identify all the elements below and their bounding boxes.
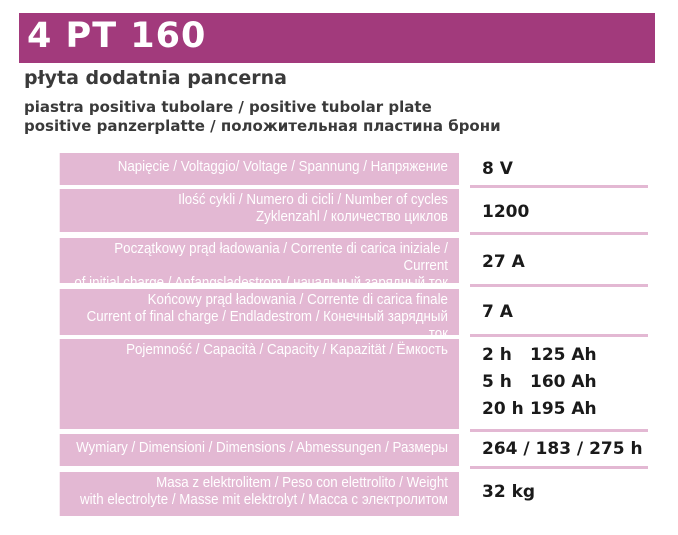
capacity-hours: 20 h [482, 399, 524, 419]
spec-label-line: Current of final charge / Endladestrom /… [86, 309, 448, 342]
spec-divider [470, 284, 648, 287]
spec-label-line: with electrolyte / Masse mit elektrolyt … [79, 492, 448, 508]
spec-label-line: Napięcie / Voltaggio/ Voltage / Spannung… [117, 159, 448, 175]
spec-value-cycles: 1200 [482, 202, 530, 222]
capacity-list: 2 h 125 Ah 5 h 160 Ah 20 h 195 Ah [482, 345, 597, 426]
subtitle-polish: płyta dodatnia pancerna [24, 67, 288, 89]
capacity-line: 2 h 125 Ah [482, 345, 597, 372]
capacity-ah: 195 Ah [530, 399, 597, 419]
capacity-hours: 5 h [482, 372, 512, 392]
spec-label-line: Ilość cykli / Numero di cicli / Number o… [178, 192, 448, 208]
product-title: 4 PT 160 [27, 16, 207, 56]
spec-label-capacity: Pojemność / Capacità / Capacity / Kapazi… [59, 339, 459, 429]
spec-label-line: Początkowy prąd ładowania / Corrente di … [114, 241, 448, 274]
subtitle-german-russian: positive panzerplatte / положительная пл… [24, 117, 501, 135]
spec-label-initial-charge: Początkowy prąd ładowania / Corrente di … [59, 238, 459, 291]
spec-label-cycles: Ilość cykli / Numero di cicli / Number o… [59, 189, 459, 232]
subtitle-italian-english: piastra positiva tubolare / positive tub… [24, 98, 432, 116]
spec-label-line: Zyklenzahl / количество циклов [255, 209, 448, 225]
spec-divider [470, 232, 648, 235]
spec-divider [470, 185, 648, 188]
capacity-ah: 160 Ah [530, 372, 597, 392]
spec-label-line: Wymiary / Dimensioni / Dimensions / Abme… [76, 440, 448, 456]
title-bar: 4 PT 160 [19, 13, 655, 63]
spec-divider [470, 466, 648, 469]
spec-label-voltage: Napięcie / Voltaggio/ Voltage / Spannung… [59, 153, 459, 185]
spec-label-line: Pojemność / Capacità / Capacity / Kapazi… [126, 342, 448, 358]
spec-value-dimensions: 264 / 183 / 275 h [482, 439, 643, 459]
spec-label-final-charge: Końcowy prąd ładowania / Corrente di car… [59, 289, 459, 342]
capacity-line: 5 h 160 Ah [482, 372, 597, 399]
spec-value-final-charge: 7 A [482, 302, 513, 322]
spec-label-line: Końcowy prąd ładowania / Corrente di car… [147, 292, 448, 308]
spec-label-line: Masa z elektrolitem / Peso con elettroli… [156, 475, 448, 491]
capacity-line: 20 h 195 Ah [482, 399, 597, 426]
spec-value-mass: 32 kg [482, 482, 536, 502]
spec-value-initial-charge: 27 A [482, 252, 525, 272]
spec-divider [470, 334, 648, 337]
spec-value-voltage: 8 V [482, 159, 513, 179]
spec-label-line: of initial charge / Anfangsladestrom / н… [74, 275, 448, 291]
spec-label-dimensions: Wymiary / Dimensioni / Dimensions / Abme… [59, 434, 459, 466]
capacity-hours: 2 h [482, 345, 512, 365]
capacity-ah: 125 Ah [530, 345, 597, 365]
spec-label-mass: Masa z elektrolitem / Peso con elettroli… [59, 472, 459, 516]
spec-divider [470, 429, 648, 432]
